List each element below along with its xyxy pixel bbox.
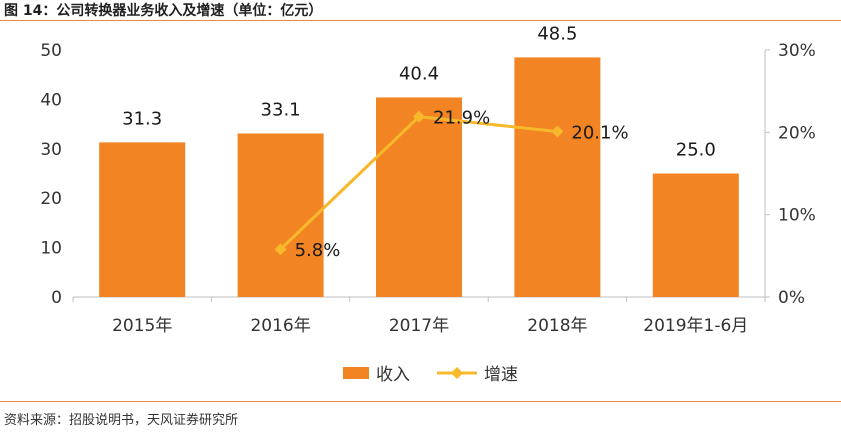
- legend-label-growth: 增速: [484, 365, 518, 385]
- x-category-label: 2015年: [112, 316, 172, 336]
- line-series: [274, 110, 564, 256]
- y-right-tick-label: 0%: [778, 288, 805, 308]
- y-left-tick-label: 50: [40, 41, 62, 61]
- footer-divider: [0, 401, 841, 402]
- growth-point: [551, 125, 564, 138]
- legend: 收入 增速: [343, 365, 518, 385]
- y-left-tick-label: 10: [40, 239, 62, 259]
- bar-series: [99, 57, 739, 297]
- title-divider: [0, 20, 841, 21]
- chart: 0 10 20 30 40 50 0% 10% 20% 30% 2015年 2016年 2017年 201…: [40, 23, 815, 385]
- y-right-tick-label: 20%: [778, 123, 816, 143]
- legend-swatch-bar: [343, 367, 369, 379]
- growth-point: [413, 110, 425, 123]
- source-note: 资料来源：招股说明书，天风证券研究所: [4, 413, 239, 428]
- y-left-tick-label: 30: [40, 140, 62, 160]
- data-labels: 31.3 33.1 40.4 48.5 25.0 5.8% 21.9% 20.1%: [122, 23, 716, 261]
- bar: [376, 97, 462, 297]
- bar: [99, 142, 186, 297]
- y-left-tick-label: 20: [40, 189, 62, 209]
- legend-marker: [451, 367, 463, 379]
- chart-axes: 0 10 20 30 40 50 0% 10% 20% 30% 2015年 2016年 2017年 201…: [40, 41, 815, 336]
- x-category-label: 2017年: [389, 316, 449, 336]
- bar-value-label: 48.5: [537, 23, 577, 44]
- bar: [514, 57, 601, 297]
- growth-point: [274, 243, 287, 256]
- y-right-tick-label: 10%: [778, 206, 816, 226]
- y-left-tick-label: 0: [51, 288, 62, 308]
- growth-value-label: 5.8%: [295, 240, 341, 261]
- bar-value-label: 40.4: [399, 63, 439, 84]
- growth-value-label: 21.9%: [433, 108, 490, 129]
- bar: [652, 173, 739, 297]
- growth-value-label: 20.1%: [571, 123, 628, 144]
- y-left-tick-label: 40: [40, 90, 62, 110]
- x-category-label: 2019年1-6月: [643, 316, 748, 336]
- figure-title: 图 14：公司转换器业务收入及增速（单位：亿元）: [4, 3, 323, 19]
- bar-value-label: 31.3: [122, 108, 162, 129]
- bar: [237, 133, 324, 297]
- bar-value-label: 25.0: [676, 140, 716, 161]
- x-category-label: 2016年: [250, 316, 310, 336]
- bar-value-label: 33.1: [261, 99, 301, 120]
- legend-label-revenue: 收入: [376, 365, 410, 385]
- y-right-tick-label: 30%: [778, 41, 816, 61]
- x-category-label: 2018年: [527, 316, 587, 336]
